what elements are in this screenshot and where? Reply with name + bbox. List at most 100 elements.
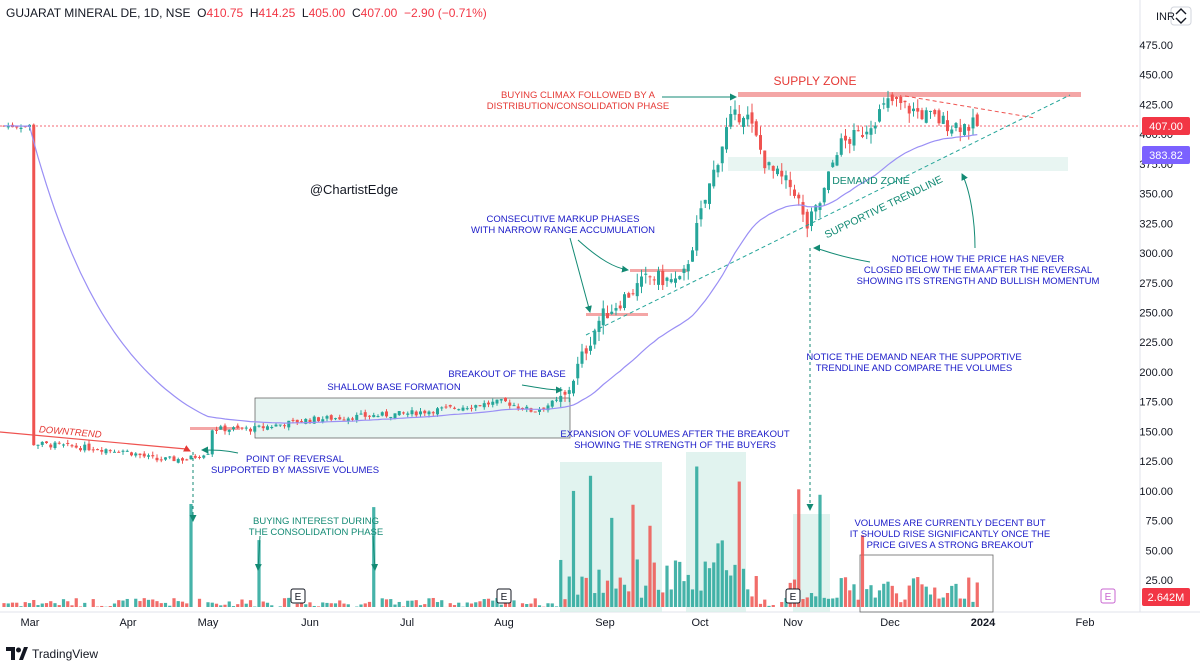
candle-body — [601, 308, 605, 326]
volume-bar — [465, 602, 469, 607]
earnings-marker-future[interactable]: E — [1100, 588, 1116, 604]
candle-body — [338, 417, 342, 420]
price-tag-bg — [1142, 117, 1190, 135]
candle-body — [657, 270, 660, 285]
candle-body — [70, 445, 74, 447]
symbol-name[interactable]: GUJARAT MINERAL DE, 1D, NSE — [6, 6, 191, 20]
volume-bar — [74, 598, 78, 607]
candle-body — [865, 131, 869, 135]
candle-body — [661, 270, 665, 286]
candle-body — [232, 427, 235, 430]
base-formation-label: SHALLOW BASE FORMATION — [327, 382, 461, 393]
volume-bar — [733, 564, 737, 607]
time-tick-label: Aug — [494, 617, 514, 629]
volume-bar — [91, 599, 95, 607]
time-tick-label: May — [198, 617, 219, 629]
candle-body — [32, 124, 36, 446]
footer[interactable]: TradingView — [6, 643, 98, 665]
earnings-marker[interactable]: E — [290, 588, 306, 604]
candle-body — [652, 279, 656, 281]
volume-bar — [440, 600, 444, 607]
candle-body — [202, 455, 206, 458]
candle-body — [567, 390, 571, 394]
candle-body — [793, 189, 796, 196]
volume-bar — [801, 599, 805, 607]
candle-body — [380, 412, 384, 416]
candle-body — [950, 129, 954, 134]
volume-bar — [950, 585, 954, 607]
volume-bar — [155, 601, 159, 607]
volume-bar — [571, 490, 576, 607]
volume-bar — [712, 562, 716, 607]
candle-body — [508, 402, 512, 406]
volume-bar — [882, 583, 886, 607]
candle-body — [312, 416, 316, 424]
volume-bar — [848, 590, 852, 607]
time-axis[interactable]: Mar Apr May Jun Jul Aug Sep Oct Nov Dec 2024 Feb — [21, 617, 1095, 629]
settings-icon[interactable] — [1170, 6, 1192, 26]
volume-bar — [716, 543, 720, 607]
volume-bar — [138, 601, 142, 607]
volume-bar — [593, 593, 597, 607]
candle-body — [325, 416, 329, 419]
candle-body — [640, 276, 643, 287]
candle-body — [419, 411, 422, 415]
volume-bar — [197, 598, 202, 607]
volume-bar — [491, 600, 495, 607]
candle-body — [142, 453, 146, 457]
candle-body — [240, 427, 244, 429]
candle-body — [742, 117, 745, 127]
candle-body — [674, 278, 677, 283]
volume-bar — [469, 603, 474, 607]
candle-body — [686, 264, 690, 272]
svg-text:E: E — [295, 592, 302, 603]
volume-bar — [206, 602, 210, 607]
candle-body — [550, 400, 554, 407]
earnings-marker[interactable]: E — [496, 588, 512, 604]
candle-body — [529, 408, 533, 412]
volume-bar — [809, 593, 814, 607]
volume-bar — [903, 599, 907, 607]
volume-bar — [448, 603, 452, 607]
volume-bar — [839, 578, 843, 607]
volume-bar — [763, 599, 767, 607]
price-axis[interactable]: 25.00 50.00 75.00 100.00 125.00 150.00 175.00 2… — [1139, 40, 1173, 587]
open-label: O — [197, 6, 207, 20]
candle-body — [563, 391, 567, 395]
price-tick-label: 450.00 — [1139, 70, 1173, 82]
volume-bar — [822, 597, 826, 607]
candle-body — [869, 128, 873, 135]
earnings-markers[interactable]: E E E E — [290, 588, 1116, 604]
candle-body — [283, 425, 286, 427]
volume-bar — [231, 606, 236, 607]
candle-body — [270, 426, 274, 428]
candle-body — [185, 459, 189, 461]
tradingview-brand[interactable]: TradingView — [32, 647, 99, 661]
candle-body — [457, 409, 461, 411]
candle-body — [542, 407, 546, 409]
candle-body — [385, 411, 388, 417]
open-value: 410.75 — [206, 6, 244, 20]
earnings-marker[interactable]: E — [785, 588, 801, 604]
volume-bar — [10, 602, 15, 607]
price-tick-label: 150.00 — [1139, 426, 1173, 438]
volume-bar — [189, 503, 193, 607]
candle-body — [176, 459, 180, 463]
candle-body — [750, 112, 754, 124]
volume-bar — [703, 561, 707, 607]
candle-body — [967, 127, 971, 131]
buying-climax-note: BUYING CLIMAX FOLLOWED BY A DISTRIBUTION/… — [487, 90, 669, 112]
candle-body — [478, 405, 482, 407]
price-tick-label: 425.00 — [1139, 99, 1173, 111]
candle-body — [389, 416, 393, 418]
volume-bar — [270, 605, 274, 607]
volume-bar — [23, 602, 27, 607]
volume-bar — [214, 603, 219, 607]
volume-bar — [512, 600, 516, 607]
volume-bar — [814, 596, 818, 607]
volume-bar — [19, 606, 23, 607]
current-volume-box — [859, 554, 994, 613]
candle-body — [108, 450, 112, 452]
candle-body — [725, 127, 728, 150]
